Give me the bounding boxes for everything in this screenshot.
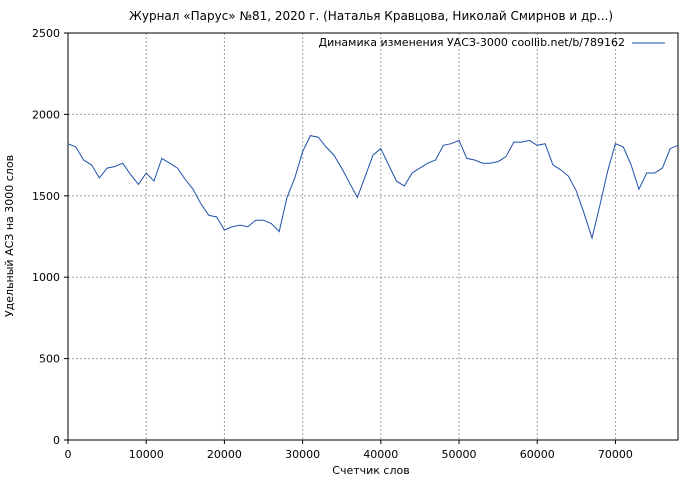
x-tick-label: 70000 [598, 448, 633, 461]
y-tick-label: 1000 [32, 271, 60, 284]
grid [68, 33, 678, 440]
legend: Динамика изменения УАСЗ-3000 coollib.net… [319, 36, 665, 49]
y-tick-label: 0 [53, 434, 60, 447]
legend-label: Динамика изменения УАСЗ-3000 coollib.net… [319, 36, 626, 49]
series-layer [67, 135, 679, 240]
axis-ticks: 0 10000 20000 30000 40000 50000 60000 70000 0 500… [32, 27, 633, 461]
y-tick-label: 500 [39, 353, 60, 366]
x-tick-label: 20000 [207, 448, 242, 461]
x-tick-label: 40000 [363, 448, 398, 461]
x-axis-label: Счетчик слов [332, 464, 409, 477]
x-tick-label: 60000 [520, 448, 555, 461]
x-tick-label: 50000 [442, 448, 477, 461]
chart-title: Журнал «Парус» №81, 2020 г. (Наталья Кра… [129, 9, 613, 23]
x-tick-label: 30000 [285, 448, 320, 461]
y-axis-label: Удельный АСЗ на 3000 слов [3, 155, 16, 317]
series-line [67, 135, 679, 240]
y-tick-label: 1500 [32, 190, 60, 203]
x-tick-label: 0 [65, 448, 72, 461]
x-tick-label: 10000 [129, 448, 164, 461]
y-tick-label: 2000 [32, 108, 60, 121]
y-tick-label: 2500 [32, 27, 60, 40]
plot-area [67, 32, 679, 441]
